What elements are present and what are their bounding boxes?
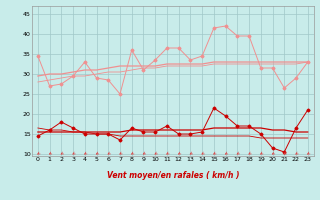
X-axis label: Vent moyen/en rafales ( km/h ): Vent moyen/en rafales ( km/h ): [107, 171, 239, 180]
